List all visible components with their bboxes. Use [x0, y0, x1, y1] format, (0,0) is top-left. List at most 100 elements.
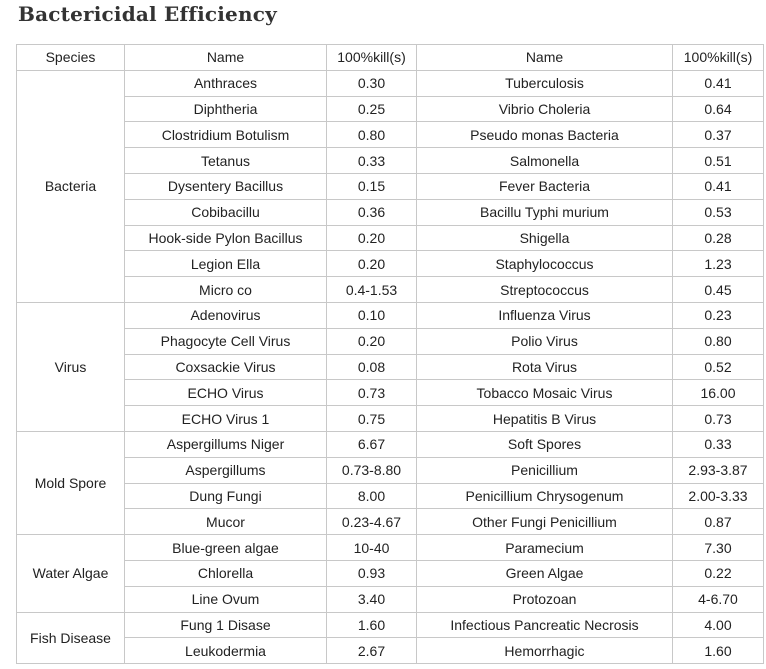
name-left-cell: Line Ovum	[124, 585, 327, 613]
kill-right-cell: 0.37	[672, 121, 764, 149]
name-right-cell: Influenza Virus	[416, 301, 673, 329]
name-right-cell: Protozoan	[416, 585, 673, 613]
kill-right-cell: 0.87	[672, 508, 764, 536]
table-row: Mucor 0.23-4.67 Other Fungi Penicillium 0.8…	[17, 508, 764, 536]
table-row: Leukodermia 2.67 Hemorrhagic 1.60	[17, 637, 764, 665]
kill-left-cell: 6.67	[326, 430, 417, 458]
name-left-cell: Coxsackie Virus	[124, 353, 327, 381]
kill-left-cell: 10-40	[326, 534, 417, 561]
name-left-cell: Chlorella	[124, 559, 327, 587]
name-left-cell: Clostridium Botulism	[124, 121, 327, 149]
species-cell: Water Algae	[16, 534, 125, 613]
kill-right-cell: 0.80	[672, 327, 764, 355]
table-row: Line Ovum 3.40 Protozoan 4-6.70	[17, 585, 764, 613]
table-row: ECHO Virus 1 0.75 Hepatitis B Virus 0.73	[17, 405, 764, 432]
table-row: Phagocyte Cell Virus 0.20 Polio Virus 0.80	[17, 327, 764, 355]
name-right-cell: Bacillu Typhi murium	[416, 198, 673, 226]
name-right-cell: Penicillium	[416, 456, 673, 484]
kill-right-cell: 1.23	[672, 250, 764, 278]
kill-left-cell: 0.80	[326, 121, 417, 149]
name-right-cell: Soft Spores	[416, 430, 673, 458]
table-row: Clostridium Botulism 0.80 Pseudo monas Bac…	[17, 121, 764, 149]
table-row: Diphtheria 0.25 Vibrio Choleria 0.64	[17, 95, 764, 123]
name-left-cell: Cobibacillu	[124, 198, 327, 226]
kill-left-cell: 0.73-8.80	[326, 456, 417, 484]
name-left-cell: Hook-side Pylon Bacillus	[124, 224, 327, 252]
kill-right-cell: 4.00	[672, 611, 764, 639]
table-row: Tetanus 0.33 Salmonella 0.51	[17, 147, 764, 174]
bactericidal-table: Species Name 100%kill(s) Name 100%kill(s…	[16, 44, 764, 665]
header-name-right: Name	[416, 44, 673, 71]
species-cell: Mold Spore	[16, 430, 125, 536]
species-cell: Bacteria	[16, 69, 125, 303]
table-row: Mold Spore Aspergillums Niger 6.67 Soft Spo…	[16, 430, 764, 536]
name-right-cell: Other Fungi Penicillium	[416, 508, 673, 536]
kill-left-cell: 8.00	[326, 482, 417, 510]
name-right-cell: Streptococcus	[416, 276, 673, 303]
name-right-cell: Shigella	[416, 224, 673, 252]
name-right-cell: Infectious Pancreatic Necrosis	[416, 611, 673, 639]
table-row: Chlorella 0.93 Green Algae 0.22	[17, 559, 764, 587]
kill-right-cell: 0.41	[672, 172, 764, 200]
name-right-cell: Fever Bacteria	[416, 172, 673, 200]
kill-left-cell: 0.75	[326, 405, 417, 432]
kill-left-cell: 0.73	[326, 379, 417, 407]
kill-left-cell: 0.30	[326, 69, 417, 97]
table-body: Bacteria Anthraces 0.30 Tuberculosis 0.41 Dip…	[16, 69, 764, 665]
name-left-cell: ECHO Virus 1	[124, 405, 327, 432]
table-row: Cobibacillu 0.36 Bacillu Typhi murium 0.53	[17, 198, 764, 226]
kill-left-cell: 0.93	[326, 559, 417, 587]
name-right-cell: Green Algae	[416, 559, 673, 587]
header-name-left: Name	[124, 44, 327, 71]
name-left-cell: Diphtheria	[124, 95, 327, 123]
table-row: Water Algae Blue-green algae 10-40 Parameci…	[16, 534, 764, 613]
header-kill-right: 100%kill(s)	[672, 44, 764, 71]
kill-right-cell: 0.45	[672, 276, 764, 303]
table-row: ECHO Virus 0.73 Tobacco Mosaic Virus 16.00	[17, 379, 764, 407]
kill-left-cell: 0.20	[326, 250, 417, 278]
name-left-cell: Dung Fungi	[124, 482, 327, 510]
name-left-cell: Dysentery Bacillus	[124, 172, 327, 200]
name-left-cell: Fung 1 Disase	[124, 611, 327, 639]
kill-left-cell: 2.67	[326, 637, 417, 665]
kill-right-cell: 0.52	[672, 353, 764, 381]
name-right-cell: Tuberculosis	[416, 69, 673, 97]
name-left-cell: Micro co	[124, 276, 327, 303]
name-right-cell: Hemorrhagic	[416, 637, 673, 665]
name-right-cell: Polio Virus	[416, 327, 673, 355]
name-right-cell: Penicillium Chrysogenum	[416, 482, 673, 510]
kill-left-cell: 0.10	[326, 301, 417, 329]
kill-right-cell: 0.28	[672, 224, 764, 252]
table-row: Dung Fungi 8.00 Penicillium Chrysogenum 2.0…	[17, 482, 764, 510]
table-row: Legion Ella 0.20 Staphylococcus 1.23	[17, 250, 764, 278]
species-cell: Virus	[16, 301, 125, 432]
kill-left-cell: 3.40	[326, 585, 417, 613]
header-kill-left: 100%kill(s)	[326, 44, 417, 71]
name-right-cell: Vibrio Choleria	[416, 95, 673, 123]
kill-left-cell: 0.08	[326, 353, 417, 381]
name-left-cell: Anthraces	[124, 69, 327, 97]
table-row: Coxsackie Virus 0.08 Rota Virus 0.52	[17, 353, 764, 381]
kill-left-cell: 0.33	[326, 147, 417, 174]
name-right-cell: Pseudo monas Bacteria	[416, 121, 673, 149]
kill-right-cell: 0.22	[672, 559, 764, 587]
kill-right-cell: 2.93-3.87	[672, 456, 764, 484]
table-row: Aspergillums 0.73-8.80 Penicillium 2.93-3.8…	[17, 456, 764, 484]
name-left-cell: Phagocyte Cell Virus	[124, 327, 327, 355]
table-row: Bacteria Anthraces 0.30 Tuberculosis 0.41	[16, 69, 764, 303]
name-left-cell: Leukodermia	[124, 637, 327, 665]
kill-right-cell: 0.53	[672, 198, 764, 226]
name-left-cell: Aspergillums Niger	[124, 430, 327, 458]
kill-right-cell: 0.41	[672, 69, 764, 97]
table-row: Hook-side Pylon Bacillus 0.20 Shigella 0.28	[17, 224, 764, 252]
table-row: Virus Adenovirus 0.10 Influenza Virus 0.23	[16, 301, 764, 432]
name-left-cell: Tetanus	[124, 147, 327, 174]
species-cell: Fish Disease	[16, 611, 125, 665]
name-right-cell: Hepatitis B Virus	[416, 405, 673, 432]
header-species: Species	[16, 44, 125, 71]
name-left-cell: Legion Ella	[124, 250, 327, 278]
kill-right-cell: 0.33	[672, 430, 764, 458]
kill-left-cell: 1.60	[326, 611, 417, 639]
kill-left-cell: 0.4-1.53	[326, 276, 417, 303]
name-right-cell: Tobacco Mosaic Virus	[416, 379, 673, 407]
